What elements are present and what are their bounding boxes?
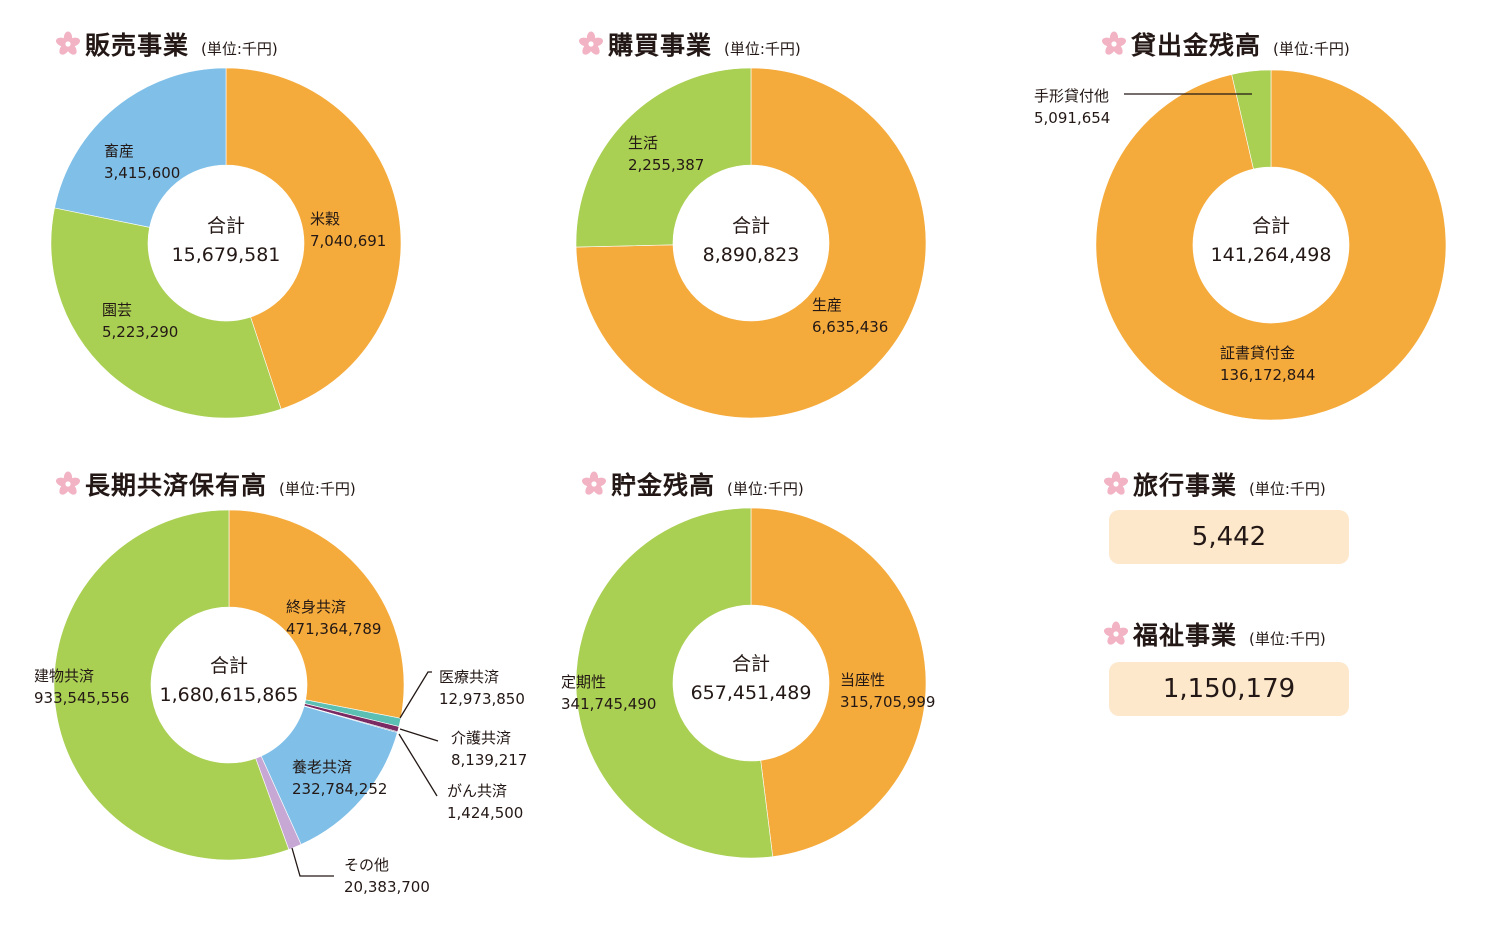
loans-total: 141,264,498 [1211, 244, 1332, 266]
insurance-slice-value-2: 8,139,217 [451, 751, 527, 769]
savings-slice-value-1: 341,745,490 [561, 695, 656, 713]
sales-center-label: 合計 [207, 215, 245, 237]
insurance-slice-value-3: 1,424,500 [447, 804, 523, 822]
savings-slice-label-0: 当座性 [840, 671, 885, 689]
insurance-slice-value-4: 232,784,252 [292, 780, 387, 798]
savings-center-label: 合計 [732, 653, 770, 675]
insurance-leader-line-3 [398, 733, 438, 797]
purchase-center-label: 合計 [732, 215, 770, 237]
sales-slice-value-0: 7,040,691 [310, 232, 386, 250]
insurance-total: 1,680,615,865 [159, 684, 298, 706]
sales-donut: 合計 15,679,581 米穀 7,040,691 園芸 5,223,290 畜産 3,41… [50, 67, 402, 419]
insurance-slice-label-3: がん共済 [447, 782, 507, 800]
flower-icon [1103, 471, 1129, 495]
insurance-leader-line-2 [399, 728, 439, 742]
welfare-value: 1,150,179 [1162, 674, 1296, 704]
sales-slice-value-2: 3,415,600 [104, 164, 180, 182]
flower-icon [578, 31, 604, 55]
purchase-unit: (単位:千円) [724, 40, 801, 58]
loans-donut: 合計 141,264,498 証書貸付金 136,172,844 手形貸付他 5,091,… [1034, 69, 1447, 421]
purchase-total: 8,890,823 [703, 244, 800, 266]
flower-icon [1103, 621, 1129, 645]
insurance-leader-line-1 [399, 671, 432, 719]
flower-icon [1101, 31, 1127, 55]
loans-unit: (単位:千円) [1273, 40, 1350, 58]
insurance-slice-value-6: 933,545,556 [34, 689, 129, 707]
sales-slice-label-2: 畜産 [104, 142, 134, 160]
insurance-center-label: 合計 [210, 655, 248, 677]
insurance-slice-label-6: 建物共済 [34, 667, 94, 685]
travel-value-box: 5,442 [1109, 510, 1349, 564]
purchase-slice-0 [575, 67, 927, 419]
insurance-slice-value-5: 20,383,700 [344, 878, 430, 896]
insurance-slice-0 [228, 509, 405, 719]
savings-title: 貯金残高 (単位:千円) [581, 466, 804, 502]
insurance-slice-label-2: 介護共済 [451, 729, 511, 747]
sales-slice-1 [50, 207, 282, 419]
insurance-donut: 合計 1,680,615,865 終身共済 471,364,789 医療共済 12,973… [34, 509, 527, 896]
travel-title-text: 旅行事業 [1133, 471, 1238, 500]
purchase-slice-value-0: 6,635,436 [812, 318, 888, 336]
sales-slice-label-0: 米穀 [310, 210, 340, 228]
purchase-donut: 合計 8,890,823 生産 6,635,436 生活 2,255,387 [575, 67, 927, 419]
insurance-slice-label-1: 医療共済 [439, 668, 499, 686]
sales-slice-2 [54, 67, 227, 228]
insurance-slice-label-4: 養老共済 [292, 758, 352, 776]
savings-unit: (単位:千円) [727, 480, 804, 498]
sales-slice-value-1: 5,223,290 [102, 323, 178, 341]
sales-title: 販売事業 (単位:千円) [55, 26, 278, 62]
insurance-slice-value-0: 471,364,789 [286, 620, 381, 638]
insurance-slice-label-0: 終身共済 [286, 598, 346, 616]
travel-unit: (単位:千円) [1249, 480, 1326, 498]
welfare-title-text: 福祉事業 [1133, 621, 1238, 650]
savings-slice-value-0: 315,705,999 [840, 693, 935, 711]
loans-center-label: 合計 [1252, 215, 1290, 237]
sales-unit: (単位:千円) [201, 40, 278, 58]
sales-title-text: 販売事業 [85, 31, 190, 60]
welfare-unit: (単位:千円) [1249, 630, 1326, 648]
purchase-title: 購買事業 (単位:千円) [578, 26, 801, 62]
insurance-slice-value-1: 12,973,850 [439, 690, 525, 708]
savings-title-text: 貯金残高 [611, 471, 716, 500]
insurance-slice-label-5: その他 [344, 856, 389, 874]
flower-icon [55, 31, 81, 55]
loans-title-text: 貸出金残高 [1131, 31, 1262, 60]
loans-slice-value-1: 5,091,654 [1034, 109, 1110, 127]
insurance-slice-6 [53, 509, 290, 861]
savings-slice-label-1: 定期性 [561, 673, 606, 691]
travel-value: 5,442 [1191, 522, 1267, 552]
purchase-slice-1 [575, 67, 752, 248]
savings-total: 657,451,489 [691, 682, 812, 704]
welfare-title: 福祉事業 (単位:千円) [1103, 616, 1326, 652]
sales-slice-0 [225, 67, 402, 410]
savings-donut: 合計 657,451,489 当座性 315,705,999 定期性 341,745,49… [561, 507, 935, 859]
loans-slice-label-1: 手形貸付他 [1034, 87, 1109, 105]
welfare-value-box: 1,150,179 [1109, 662, 1349, 716]
purchase-slice-label-1: 生活 [628, 134, 658, 152]
flower-icon [55, 471, 81, 495]
loans-slice-0 [1095, 69, 1447, 421]
travel-title: 旅行事業 (単位:千円) [1103, 466, 1326, 502]
sales-total: 15,679,581 [172, 244, 281, 266]
loans-slice-1 [1231, 69, 1272, 170]
loans-title: 貸出金残高 (単位:千円) [1101, 26, 1350, 62]
sales-slice-label-1: 園芸 [102, 301, 132, 319]
insurance-unit: (単位:千円) [279, 480, 356, 498]
purchase-slice-label-0: 生産 [812, 296, 842, 314]
loans-slice-value-0: 136,172,844 [1220, 366, 1315, 384]
insurance-leader-line-5 [291, 847, 334, 877]
insurance-title-text: 長期共済保有高 [85, 471, 268, 500]
loans-slice-label-0: 証書貸付金 [1220, 344, 1295, 362]
purchase-title-text: 購買事業 [608, 31, 713, 60]
flower-icon [581, 471, 607, 495]
savings-slice-0 [750, 507, 927, 857]
savings-slice-1 [575, 507, 774, 859]
insurance-title: 長期共済保有高 (単位:千円) [55, 466, 356, 502]
purchase-slice-value-1: 2,255,387 [628, 156, 704, 174]
